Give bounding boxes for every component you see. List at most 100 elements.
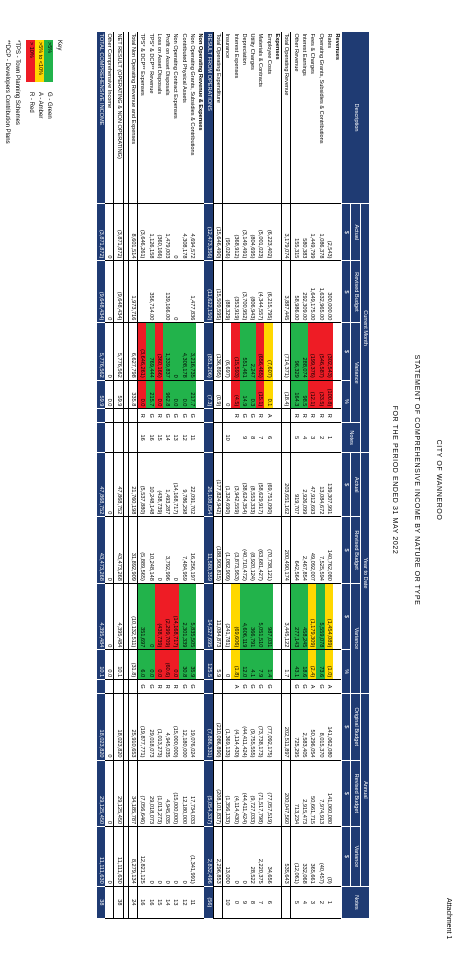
row-cell: 13 — [171, 886, 180, 919]
row-cell: (11,622,150) — [204, 260, 214, 323]
row-cell — [123, 380, 129, 409]
row-cell: (302,543) — [324, 322, 333, 381]
row-cell — [272, 408, 282, 423]
row-cell: 0.0 — [171, 649, 180, 680]
row-description: Profit on Asset Disposals — [162, 31, 172, 204]
row-cell — [123, 516, 129, 584]
row-cell: 26,108,054 — [204, 452, 214, 517]
row-cell: 49,092,007 — [307, 516, 317, 584]
row-description: NET RESULT (OPERATING & NON OPERATING) — [113, 31, 124, 204]
row-cell: 215.7 — [146, 380, 155, 409]
row-cell — [96, 679, 106, 694]
row-cell — [196, 516, 205, 584]
row-cell — [196, 408, 205, 423]
table-row: TPS* & DCP** Revenue 1,126,158 356,714.00 7… — [146, 31, 155, 919]
row-cell — [113, 422, 124, 453]
row-cell: 366,791 — [247, 583, 257, 650]
row-cell — [272, 380, 282, 409]
row-cell: (10,132,511) — [128, 583, 138, 650]
row-cell: 2,915,473 — [299, 760, 308, 827]
row-cell: (656,465) — [256, 322, 265, 381]
unit-cell: $ — [341, 260, 351, 323]
row-cell: 38 — [96, 886, 106, 919]
row-cell — [196, 203, 205, 261]
table-row: Fees & Charges 1,449,799 1,649,175.00 (199,… — [307, 31, 317, 919]
row-cell: G — [171, 408, 180, 423]
row-cell: G — [137, 679, 147, 694]
row-cell: 4 — [299, 422, 308, 453]
row-cell: (31.8) — [128, 649, 138, 680]
row-cell — [213, 886, 223, 919]
row-cell: (546,587) — [316, 322, 325, 381]
row-cell — [332, 886, 342, 919]
row-cell — [272, 693, 282, 761]
row-cell: (2.4) — [307, 649, 317, 680]
row-cell — [332, 203, 342, 261]
row-cell: G — [146, 679, 155, 694]
row-cell — [332, 408, 342, 423]
row-description: Non Operating Grants, Subsidies & Contri… — [187, 31, 197, 204]
row-cell: (14,168,717) — [171, 452, 180, 517]
row-description: Other Revenue — [290, 31, 300, 204]
row-cell: A — [307, 679, 317, 694]
row-cell: R — [154, 679, 163, 694]
row-cell: (2,543) — [324, 203, 333, 261]
row-description: Employee Costs — [264, 31, 273, 204]
row-cell: G — [256, 679, 265, 694]
row-cell: 10,248,148 — [146, 452, 155, 517]
row-cell: R — [171, 679, 180, 694]
row-description: TPS* & DCP** Revenue — [146, 31, 155, 204]
row-cell: 12.0 — [239, 649, 248, 680]
row-cell: 19,076,024 — [187, 693, 197, 761]
row-cell: (18.4) — [281, 380, 291, 409]
row-cell: (368,912) — [231, 203, 240, 261]
row-cell: 0 — [105, 322, 114, 381]
row-cell: G — [247, 408, 257, 423]
key-swatch-amber: >5% to <10% — [35, 40, 44, 82]
row-cell: G — [299, 679, 308, 694]
row-cell: 2,832,496 — [204, 826, 214, 887]
row-description: Total Operating Expenditure — [213, 31, 223, 204]
row-description: TPS* & DCP** Expenses — [137, 31, 147, 204]
table-row: Employee Costs (6,223,402) (6,215,795) (7,6… — [264, 31, 273, 919]
row-cell: 18.6 — [299, 649, 308, 680]
row-cell: (3,700,952) — [239, 260, 248, 323]
row-cell: 203,651,162 — [281, 452, 291, 517]
header-ytd-actual: Actual — [350, 452, 361, 517]
unit-cell: % — [341, 380, 351, 423]
row-cell — [123, 203, 129, 261]
row-cell: (3,871,872) — [113, 203, 124, 261]
row-cell: (58,629,917) — [256, 452, 265, 517]
row-cell: (438,739) — [154, 583, 163, 650]
row-cell: G — [264, 679, 273, 694]
row-cell: 0 — [105, 203, 114, 261]
row-cell — [213, 408, 223, 423]
row-cell: 8,279,134 — [128, 826, 138, 887]
row-cell: (15,509,595) — [213, 260, 223, 323]
row-cell: (9,648,434) — [113, 260, 124, 323]
row-cell: 10 — [222, 886, 232, 919]
row-cell: 14.9 — [239, 380, 248, 409]
row-cell: 0 — [222, 649, 232, 680]
row-cell — [123, 693, 129, 761]
section-row: Non Operating Revenue & Expenses — [196, 31, 205, 919]
row-cell: 3,445,122 — [281, 583, 291, 650]
table-row: Materials & Contracts (5,001,023) (4,344,5… — [256, 31, 265, 919]
row-cell: 6 — [264, 886, 273, 919]
row-cell: 96,329 — [290, 322, 300, 381]
row-cell: 2,301,339 — [179, 583, 188, 650]
row-cell: 8 — [247, 886, 257, 919]
row-cell: G — [162, 408, 172, 423]
row-cell: 29,125,450 — [113, 760, 124, 827]
row-cell: R — [137, 408, 147, 423]
row-cell: 47,868,752 — [113, 452, 124, 517]
row-cell: 5 — [290, 422, 300, 453]
header-cm-notes: Notes — [341, 422, 361, 453]
row-cell: 217.7 — [187, 380, 197, 409]
row-cell — [113, 408, 124, 423]
row-cell: 125.5 — [204, 649, 214, 680]
row-cell: 351,697 — [137, 583, 147, 650]
row-cell: 0.0 — [154, 649, 163, 680]
row-cell: 725,295 — [290, 693, 300, 761]
row-cell — [272, 649, 282, 680]
